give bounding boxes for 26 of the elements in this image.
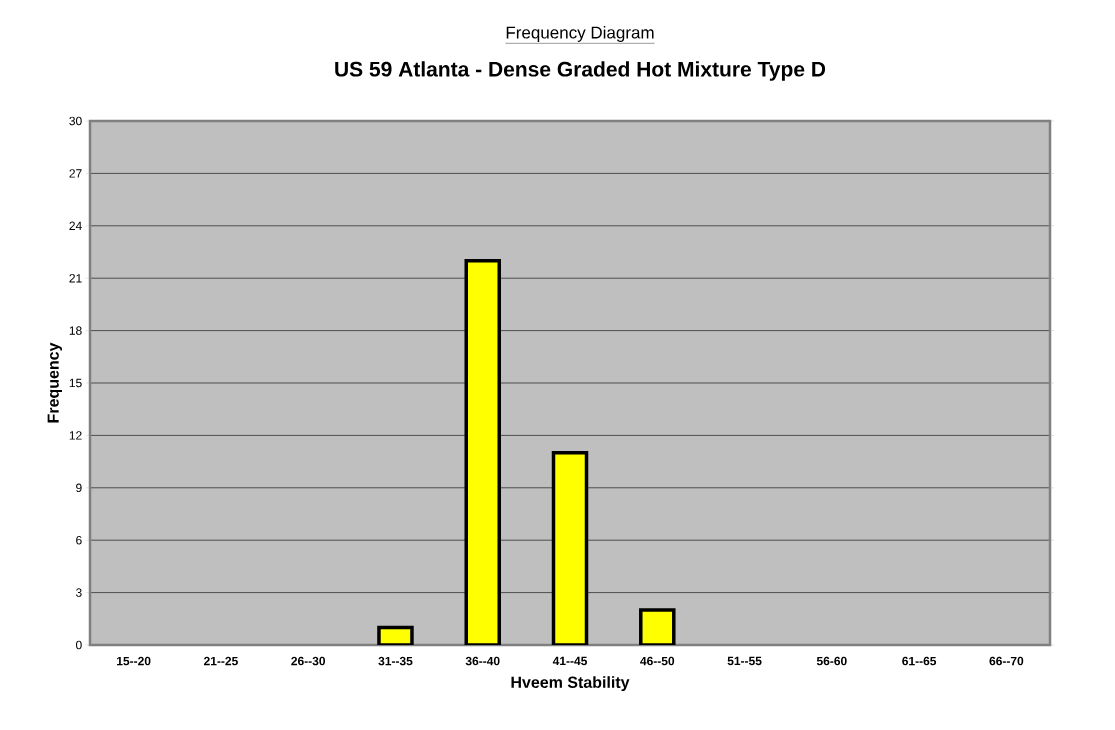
y-tick-label: 12 <box>69 431 82 440</box>
y-tick-label: 15 <box>69 378 82 388</box>
x-tick-label: 36--40 <box>465 656 500 666</box>
y-tick-label: 9 <box>76 483 82 493</box>
x-tick-label: 61--65 <box>902 656 937 666</box>
x-tick-label: 26--30 <box>291 656 326 666</box>
y-tick-label: 0 <box>76 640 82 650</box>
y-tick-label: 24 <box>69 221 82 230</box>
y-axis-title: Frequency <box>47 342 62 423</box>
x-tick-label: 41--45 <box>552 656 588 666</box>
x-tick-label: 56-60 <box>816 656 847 666</box>
y-tick-label: 18 <box>69 326 82 335</box>
y-tick-label: 21 <box>69 274 82 283</box>
y-tick-label: 27 <box>69 169 82 178</box>
x-tick-label: 46--50 <box>640 656 675 666</box>
x-axis-title: Hveem Stability <box>511 676 630 692</box>
x-tick-label: 51--55 <box>727 656 762 666</box>
x-tick-label: 15--20 <box>117 656 151 666</box>
y-tick-label: 30 <box>69 116 82 126</box>
y-tick-label: 6 <box>76 535 82 545</box>
chart-subtitle: US 59 Atlanta - Dense Graded Hot Mixture Type D <box>335 61 826 81</box>
y-tick-label: 3 <box>75 588 82 597</box>
chart-title: Frequency Diagram <box>506 26 654 42</box>
x-tick-label: 31--35 <box>378 656 413 666</box>
x-tick-label: 66--70 <box>989 656 1024 666</box>
x-tick-label: 21--25 <box>203 656 238 666</box>
